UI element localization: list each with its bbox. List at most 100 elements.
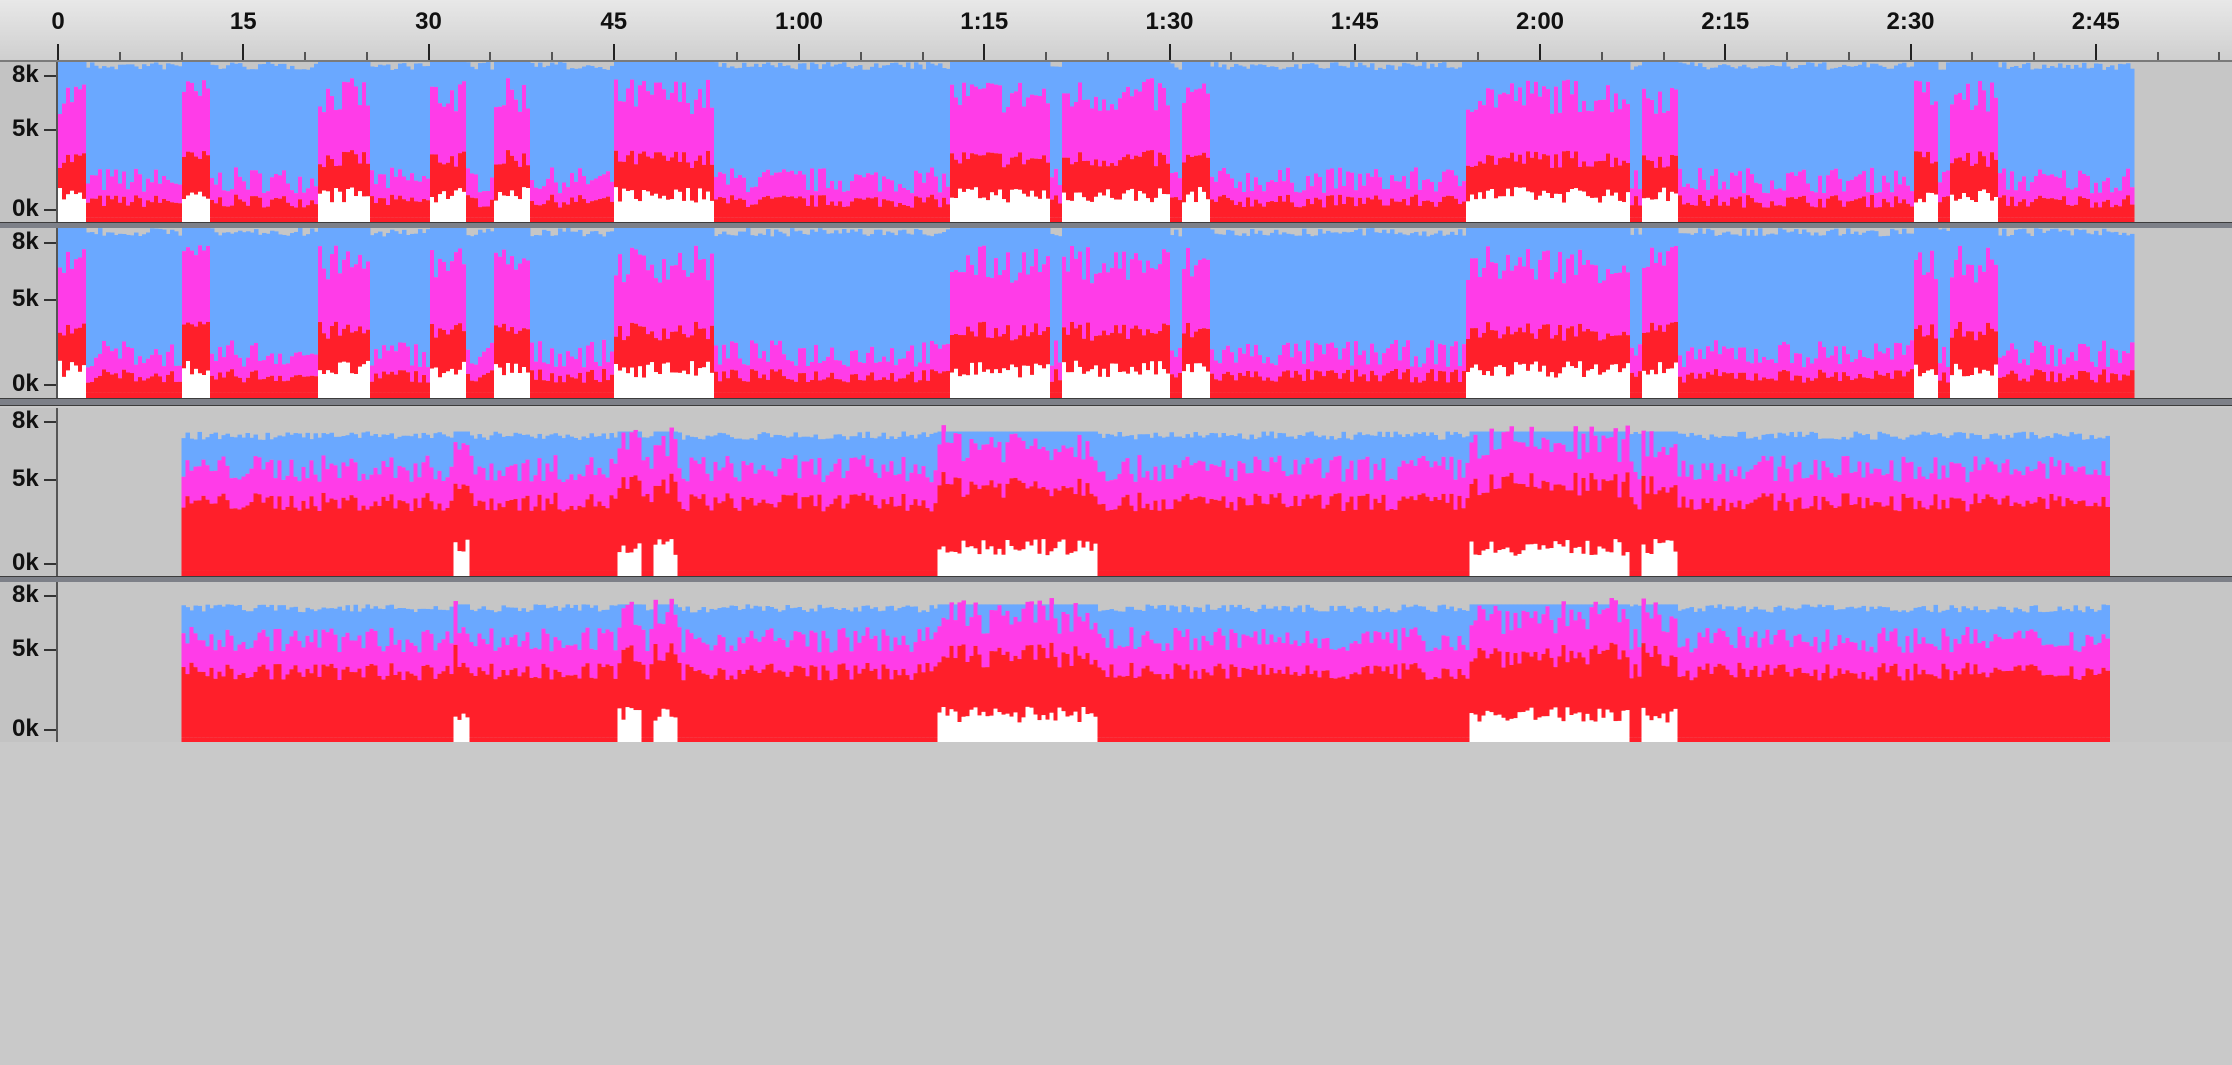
spectrogram-loud-band	[1434, 381, 1439, 393]
spectrogram-peak-band	[2050, 392, 2055, 398]
spectrogram-mid-band	[1866, 358, 1871, 379]
spectrogram-channel[interactable]	[58, 408, 2232, 576]
spectrogram-quiet-band	[586, 65, 591, 185]
frequency-scale[interactable]: 8k 5k 0k	[0, 61, 58, 222]
spectrogram-loud-band	[1326, 195, 1331, 218]
spectrogram-mid-band	[353, 462, 358, 498]
spectrogram-quiet-band	[1470, 62, 1475, 112]
spectrogram-quiet-band	[629, 431, 634, 433]
spectrogram-loud-band	[1622, 160, 1627, 203]
spectrogram-quiet-band	[1758, 66, 1763, 184]
spectrogram-loud-band	[110, 374, 115, 393]
spectrogram-peak-band	[1174, 217, 1179, 222]
spectrogram-loud-band	[225, 500, 230, 571]
spectrogram-quiet-band	[782, 233, 787, 355]
channel-separator[interactable]	[0, 398, 2232, 406]
spectrogram-channel[interactable]	[58, 62, 2232, 222]
spectrogram-mid-band	[66, 251, 71, 325]
spectrogram-mid-band	[942, 173, 947, 198]
spectrogram-mid-band	[857, 459, 862, 496]
spectrogram-mid-band	[998, 85, 1003, 154]
spectrogram-loud-band	[326, 155, 331, 192]
spectrogram-mid-band	[1354, 341, 1359, 370]
spectrogram-loud-band	[662, 328, 667, 364]
spectrogram-peak-band	[1514, 187, 1519, 222]
spectrogram-mid-band	[441, 481, 446, 511]
spectrogram-peak-band	[162, 217, 167, 222]
spectrogram-loud-band	[1098, 166, 1103, 193]
spectrogram-mid-band	[1418, 367, 1423, 383]
spectrogram-loud-band	[858, 380, 863, 393]
timeline-ruler[interactable]: 0 15 30 45 1:00 1:15 1:30 1:45 2:00 2:15 2:30 2:45	[0, 0, 2232, 62]
spectrogram-peak-band	[106, 392, 111, 398]
spectrogram-mid-band	[166, 179, 171, 201]
spectrogram-quiet-band	[1466, 62, 1471, 110]
spectrogram-loud-band	[1082, 160, 1087, 198]
spectrogram-peak-band	[518, 373, 523, 398]
spectrogram-loud-band	[118, 202, 123, 218]
spectrogram-peak-band	[706, 361, 711, 398]
spectrogram-peak-band	[570, 217, 575, 222]
spectrogram-mid-band	[790, 170, 795, 197]
spectrogram-quiet-band	[1646, 62, 1651, 99]
spectrogram-quiet-band	[866, 69, 871, 174]
spectrogram-mid-band	[454, 111, 459, 167]
spectrogram-mid-band	[1718, 354, 1723, 377]
spectrogram-loud-band	[1862, 377, 1867, 393]
spectrogram-mid-band	[882, 356, 887, 378]
spectrogram-quiet-band	[1558, 62, 1563, 113]
spectrogram-loud-band	[494, 164, 499, 201]
spectrogram-peak-band	[298, 217, 303, 222]
frequency-scale[interactable]: 8k 5k 0k	[0, 228, 58, 398]
spectrogram-peak-band	[786, 217, 791, 222]
spectrogram-loud-band	[66, 324, 71, 371]
spectrogram-peak-band	[502, 375, 507, 398]
spectrogram-peak-band	[437, 570, 442, 576]
spectrogram-quiet-band	[1370, 228, 1375, 344]
spectrogram-quiet-band	[293, 433, 298, 477]
spectrogram-loud-band	[862, 199, 867, 218]
spectrogram-mid-band	[1302, 363, 1307, 381]
spectrogram-peak-band	[1974, 367, 1979, 398]
spectrogram-loud-band	[402, 199, 407, 218]
spectrogram-quiet-band	[1710, 230, 1715, 352]
spectrogram-mid-band	[134, 168, 139, 196]
spectrogram-mid-band	[930, 340, 935, 370]
spectrogram-loud-band	[478, 207, 483, 218]
spectrogram-loud-band	[462, 331, 467, 362]
spectrogram-quiet-band	[1926, 62, 1931, 82]
frequency-scale[interactable]: 8k 5k 0k	[0, 407, 58, 576]
spectrogram-peak-band	[1654, 199, 1659, 222]
spectrogram-mid-band	[1934, 279, 1939, 339]
spectrogram-peak-band	[1926, 370, 1931, 398]
spectrogram-quiet-band	[937, 431, 942, 445]
spectrogram-peak-band	[1082, 197, 1087, 222]
spectrogram-quiet-band	[750, 235, 755, 341]
spectrogram-loud-band	[422, 375, 427, 393]
spectrogram-quiet-band	[1342, 66, 1347, 187]
spectrogram-peak-band	[1102, 195, 1107, 222]
frequency-scale-label: 8k	[12, 227, 39, 255]
spectrogram-peak-band	[442, 191, 447, 222]
spectrogram-quiet-band	[945, 431, 950, 443]
spectrogram-peak-band	[1046, 364, 1051, 398]
spectrogram-loud-band	[154, 195, 159, 218]
spectrogram-peak-band	[98, 392, 103, 398]
spectrogram-quiet-band	[830, 66, 835, 182]
spectrogram-quiet-band	[414, 63, 419, 181]
ruler-minor-tick	[551, 52, 553, 60]
spectrogram-mid-band	[1382, 189, 1387, 206]
ruler-minor-tick	[1477, 52, 1480, 60]
spectrogram-peak-band	[1754, 392, 1759, 398]
spectrogram-quiet-band	[606, 69, 611, 172]
spectrogram-loud-band	[458, 153, 463, 189]
spectrogram-channel[interactable]	[58, 228, 2232, 398]
spectrogram-mid-band	[2118, 362, 2123, 381]
spectrogram-mid-band	[885, 471, 890, 505]
spectrogram-mid-band	[1322, 354, 1327, 377]
spectrogram-peak-band	[418, 217, 423, 222]
spectrogram-loud-band	[210, 375, 215, 393]
spectrogram-peak-band	[638, 201, 643, 222]
spectrogram-mid-band	[674, 81, 679, 152]
spectrogram-mid-band	[842, 191, 847, 207]
